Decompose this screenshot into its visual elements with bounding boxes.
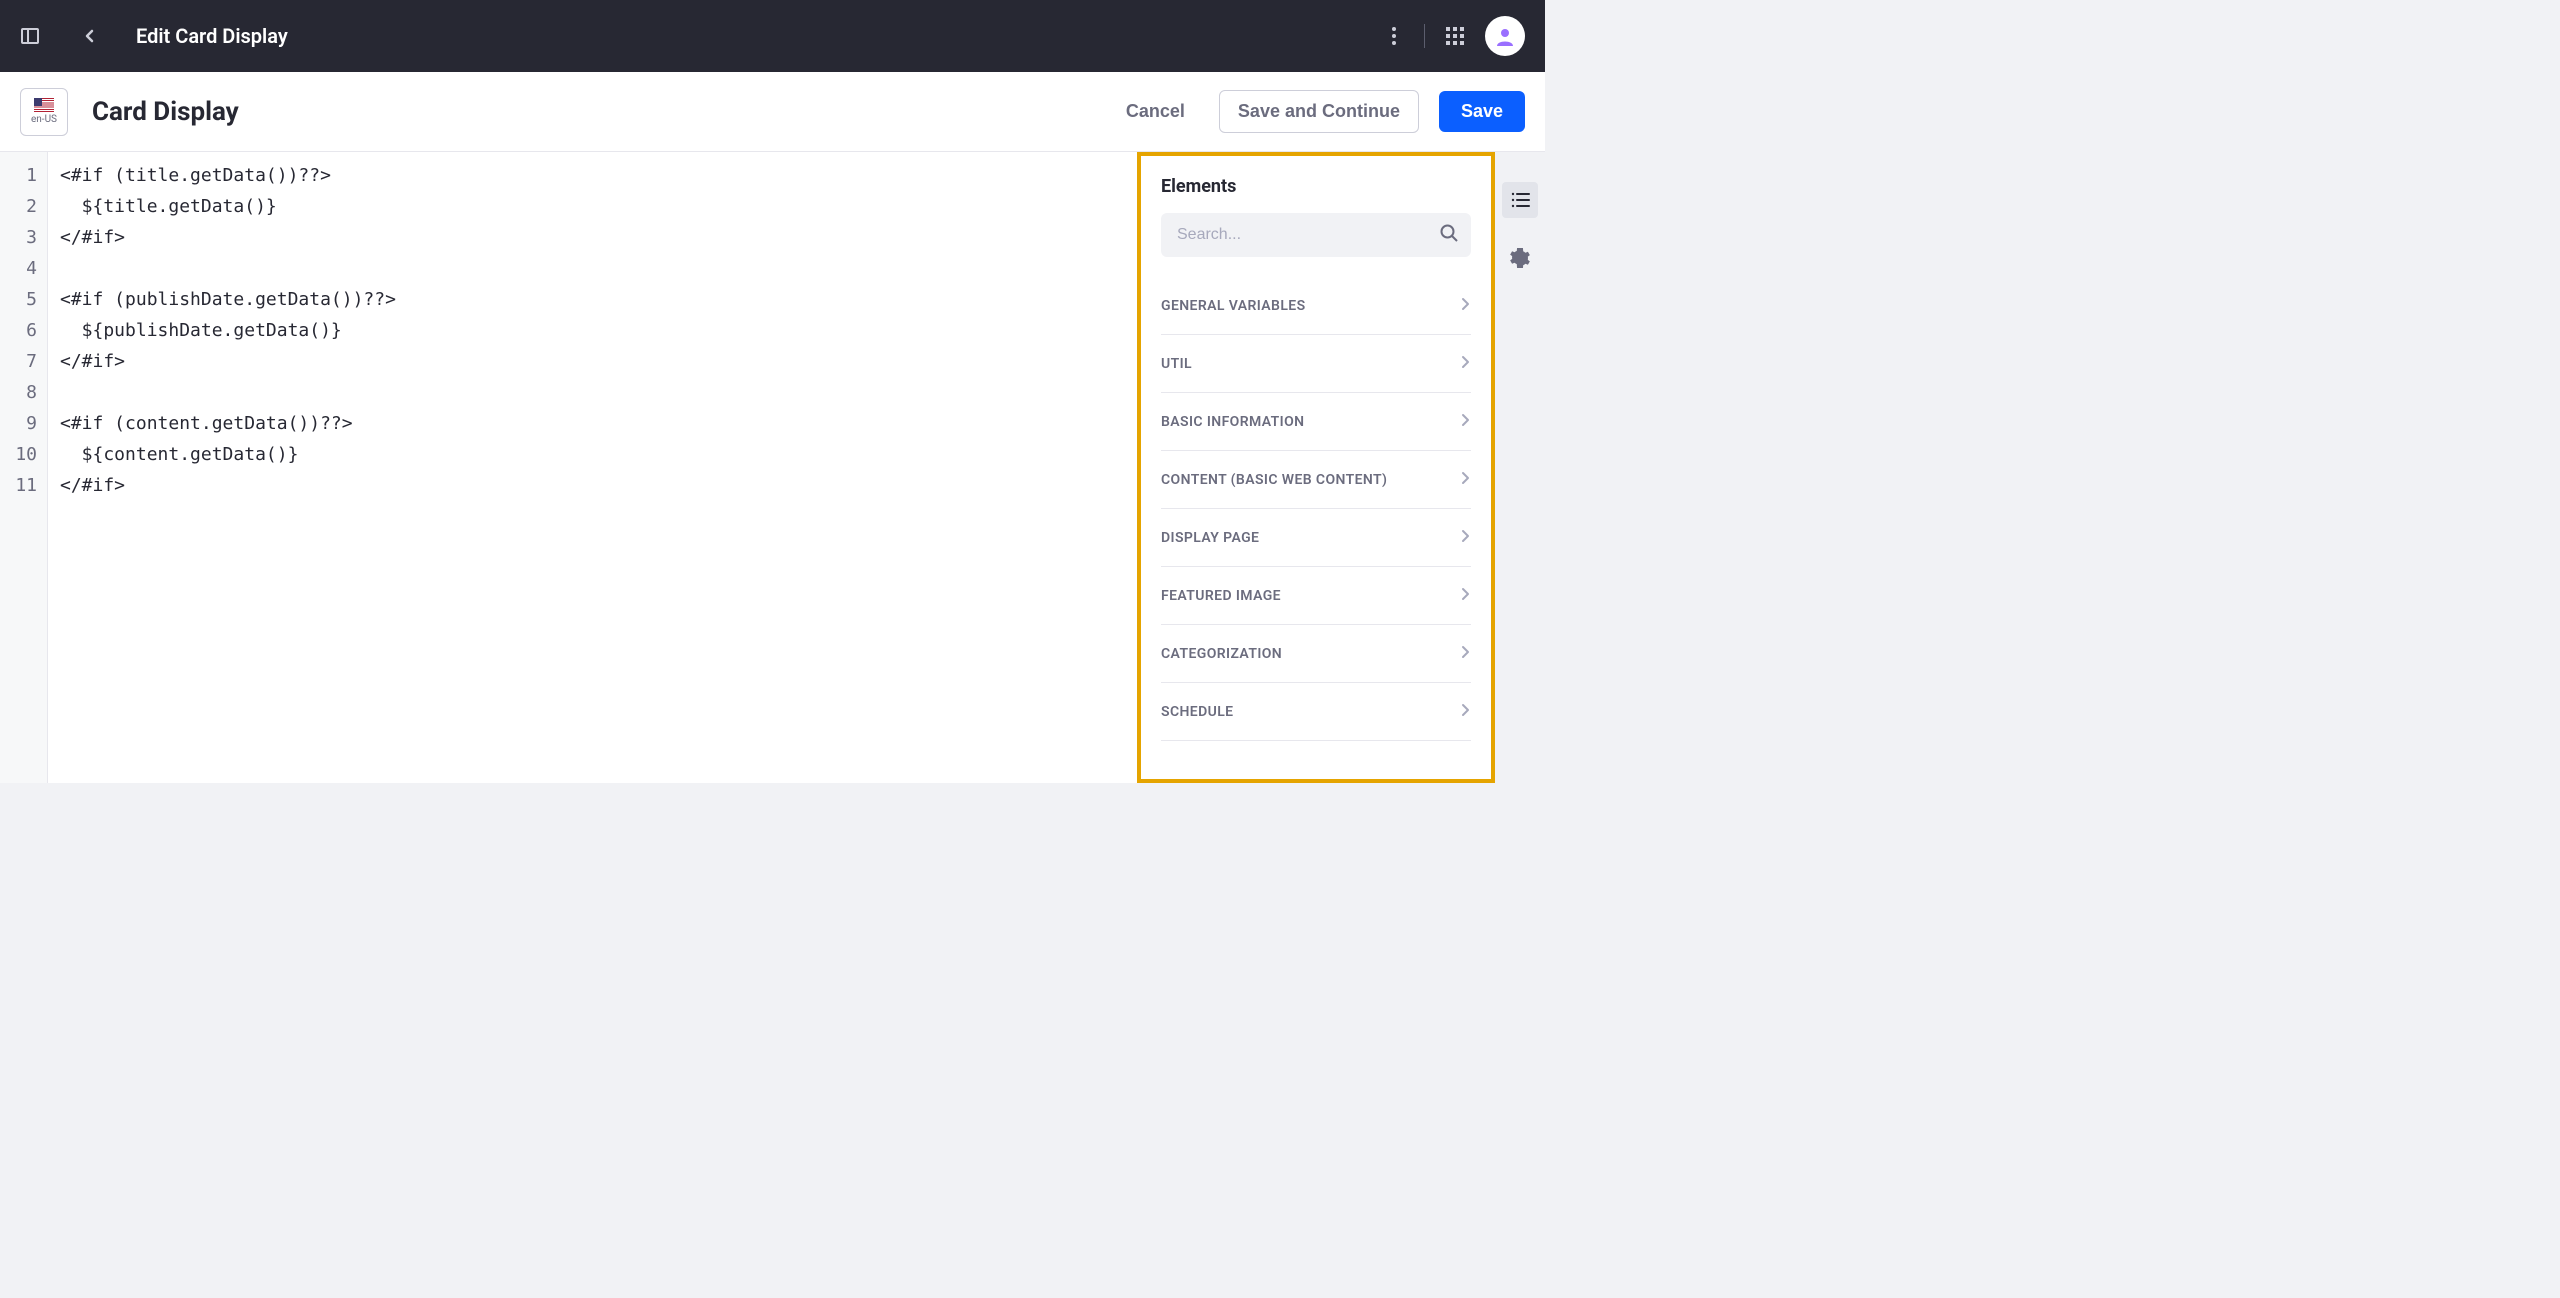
code-editor[interactable]: 1234567891011 <#if (title.getData())??> …	[0, 152, 1137, 783]
line-number: 1	[6, 160, 37, 191]
category-item[interactable]: CONTENT (BASIC WEB CONTENT)	[1161, 451, 1471, 509]
elements-panel-title: Elements	[1161, 176, 1471, 197]
flag-icon	[34, 98, 54, 112]
category-label: CONTENT (BASIC WEB CONTENT)	[1161, 472, 1387, 488]
category-label: FEATURED IMAGE	[1161, 588, 1281, 604]
line-number: 7	[6, 346, 37, 377]
line-gutter: 1234567891011	[0, 152, 48, 783]
code-line	[60, 377, 396, 408]
line-number: 2	[6, 191, 37, 222]
settings-tab-icon[interactable]	[1502, 240, 1538, 276]
sub-header-actions: Cancel Save and Continue Save	[1112, 90, 1525, 133]
category-label: BASIC INFORMATION	[1161, 414, 1304, 430]
chevron-right-icon	[1461, 354, 1471, 373]
cancel-button[interactable]: Cancel	[1112, 91, 1199, 132]
right-icon-strip	[1495, 152, 1545, 783]
chevron-right-icon	[1461, 644, 1471, 663]
categories-list: GENERAL VARIABLES UTIL BASIC INFORMATION CO…	[1161, 277, 1471, 741]
line-number: 6	[6, 315, 37, 346]
category-item[interactable]: GENERAL VARIABLES	[1161, 277, 1471, 335]
category-item[interactable]: BASIC INFORMATION	[1161, 393, 1471, 451]
category-label: DISPLAY PAGE	[1161, 530, 1259, 546]
chevron-right-icon	[1461, 702, 1471, 721]
line-number: 8	[6, 377, 37, 408]
category-label: GENERAL VARIABLES	[1161, 298, 1306, 314]
code-line: </#if>	[60, 346, 396, 377]
header-divider	[1424, 24, 1425, 48]
more-menu-icon[interactable]	[1382, 24, 1406, 48]
line-number: 11	[6, 470, 37, 501]
code-line: <#if (title.getData())??>	[60, 160, 396, 191]
line-number: 10	[6, 439, 37, 470]
locale-code: en-US	[31, 114, 57, 125]
code-line: ${title.getData()}	[60, 191, 396, 222]
code-line	[60, 253, 396, 284]
header-right	[1382, 16, 1525, 56]
header-left: Edit Card Display	[20, 24, 288, 48]
sub-header: en-US Card Display Cancel Save and Conti…	[0, 72, 1545, 152]
category-label: UTIL	[1161, 356, 1192, 372]
header-title: Edit Card Display	[136, 24, 288, 48]
line-number: 4	[6, 253, 37, 284]
locale-selector[interactable]: en-US	[20, 88, 68, 136]
line-number: 3	[6, 222, 37, 253]
code-line: </#if>	[60, 470, 396, 501]
user-avatar[interactable]	[1485, 16, 1525, 56]
chevron-right-icon	[1461, 586, 1471, 605]
elements-tab-icon[interactable]	[1502, 182, 1538, 218]
category-item[interactable]: FEATURED IMAGE	[1161, 567, 1471, 625]
back-button[interactable]	[80, 26, 100, 46]
panel-toggle-icon[interactable]	[20, 26, 40, 46]
search-icon	[1439, 223, 1459, 247]
code-line: </#if>	[60, 222, 396, 253]
code-line: ${content.getData()}	[60, 439, 396, 470]
chevron-right-icon	[1461, 528, 1471, 547]
category-item[interactable]: CATEGORIZATION	[1161, 625, 1471, 683]
category-item[interactable]: UTIL	[1161, 335, 1471, 393]
save-continue-button[interactable]: Save and Continue	[1219, 90, 1419, 133]
code-line: <#if (content.getData())??>	[60, 408, 396, 439]
line-number: 5	[6, 284, 37, 315]
category-label: SCHEDULE	[1161, 704, 1233, 720]
category-label: CATEGORIZATION	[1161, 646, 1282, 662]
elements-search-wrap	[1161, 213, 1471, 257]
page-title: Card Display	[92, 97, 239, 127]
code-line: ${publishDate.getData()}	[60, 315, 396, 346]
chevron-right-icon	[1461, 412, 1471, 431]
line-number: 9	[6, 408, 37, 439]
category-item[interactable]: SCHEDULE	[1161, 683, 1471, 741]
main-area: 1234567891011 <#if (title.getData())??> …	[0, 152, 1545, 783]
save-button[interactable]: Save	[1439, 91, 1525, 132]
code-line: <#if (publishDate.getData())??>	[60, 284, 396, 315]
chevron-right-icon	[1461, 470, 1471, 489]
category-item[interactable]: DISPLAY PAGE	[1161, 509, 1471, 567]
elements-search-input[interactable]	[1161, 213, 1471, 257]
top-header: Edit Card Display	[0, 0, 1545, 72]
apps-grid-icon[interactable]	[1443, 24, 1467, 48]
elements-panel: Elements GENERAL VARIABLES UTIL BASIC INFO…	[1137, 152, 1495, 783]
code-content[interactable]: <#if (title.getData())??> ${title.getDat…	[48, 152, 408, 783]
chevron-right-icon	[1461, 296, 1471, 315]
